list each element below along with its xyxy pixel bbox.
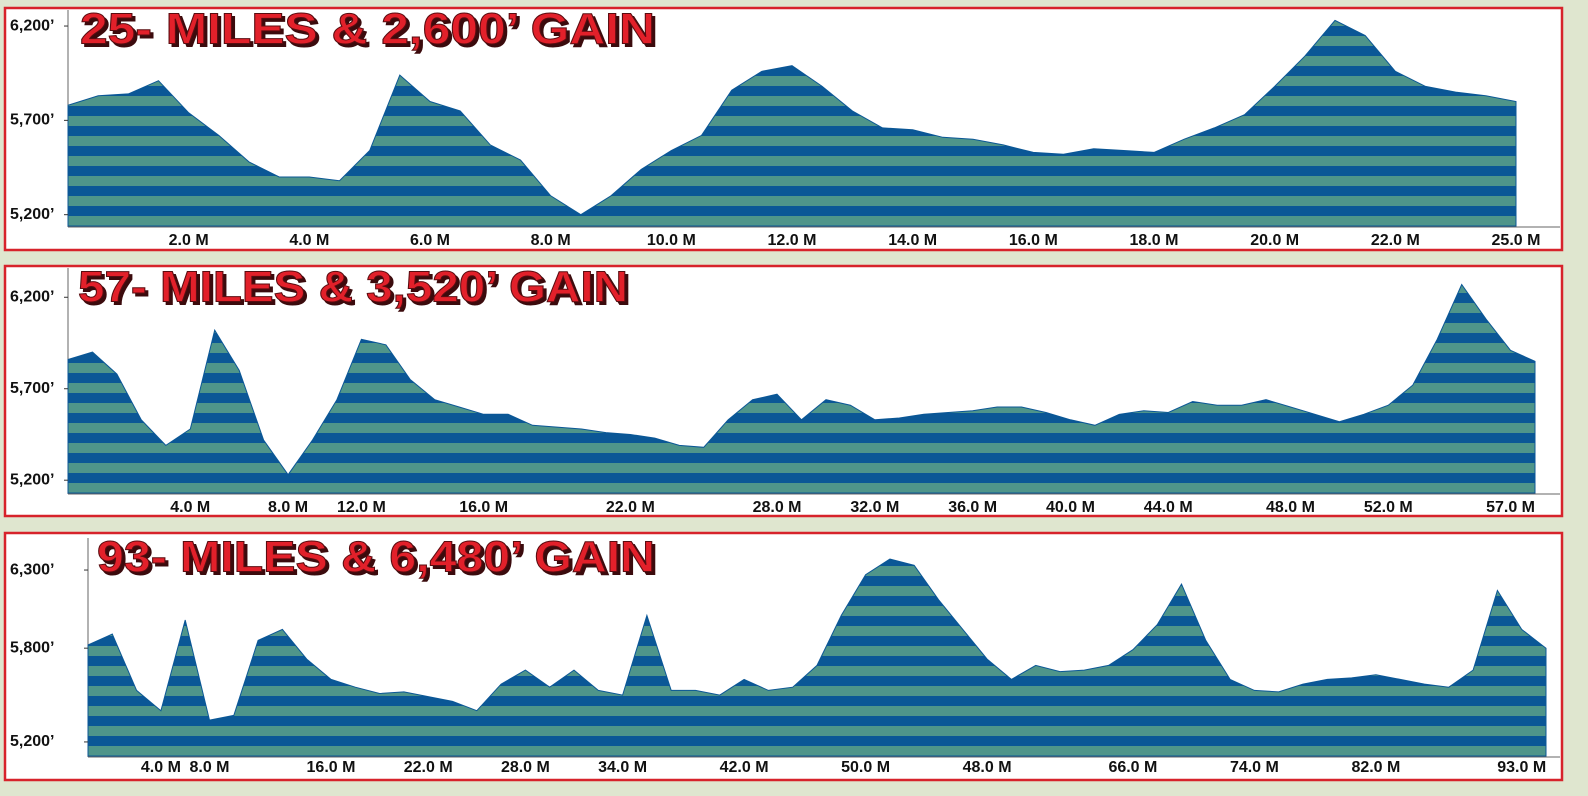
y-tick-label: 5,200’	[10, 206, 54, 223]
x-tick-label: 44.0 M	[1144, 499, 1193, 516]
x-tick-label: 82.0 M	[1351, 759, 1400, 776]
chart-title: 57- MILES & 3,520’ GAIN	[78, 263, 628, 312]
x-tick-label: 34.0 M	[598, 759, 647, 776]
x-tick-label: 42.0 M	[720, 759, 769, 776]
x-tick-label: 8.0 M	[268, 499, 308, 516]
x-tick-label: 16.0 M	[307, 759, 356, 776]
x-tick-label: 52.0 M	[1364, 499, 1413, 516]
x-tick-label: 57.0 M	[1486, 499, 1535, 516]
x-tick-label: 8.0 M	[531, 232, 571, 249]
x-tick-label: 48.0 M	[1266, 499, 1315, 516]
elevation-area	[67, 283, 1536, 494]
x-tick-label: 16.0 M	[459, 499, 508, 516]
x-tick-label: 2.0 M	[169, 232, 209, 249]
x-tick-label: 66.0 M	[1108, 759, 1157, 776]
x-tick-label: 28.0 M	[753, 499, 802, 516]
elevation-area	[87, 558, 1547, 757]
x-tick-label: 16.0 M	[1009, 232, 1058, 249]
x-tick-label: 12.0 M	[337, 499, 386, 516]
x-tick-label: 4.0 M	[141, 759, 181, 776]
x-tick-label: 6.0 M	[410, 232, 450, 249]
x-tick-label: 14.0 M	[888, 232, 937, 249]
y-tick-label: 5,200’	[10, 733, 54, 750]
x-tick-label: 22.0 M	[606, 499, 655, 516]
chart-title: 93- MILES & 6,480’ GAIN	[97, 533, 655, 582]
y-tick-label: 6,200’	[10, 17, 54, 34]
x-tick-label: 10.0 M	[647, 232, 696, 249]
x-tick-label: 20.0 M	[1250, 232, 1299, 249]
y-tick-label: 5,200’	[10, 471, 54, 488]
x-tick-label: 93.0 M	[1497, 759, 1546, 776]
x-tick-label: 12.0 M	[768, 232, 817, 249]
y-tick-label: 6,300’	[10, 561, 54, 578]
x-tick-label: 25.0 M	[1492, 232, 1541, 249]
x-tick-label: 18.0 M	[1130, 232, 1179, 249]
x-tick-label: 40.0 M	[1046, 499, 1095, 516]
x-tick-label: 4.0 M	[289, 232, 329, 249]
x-tick-label: 36.0 M	[948, 499, 997, 516]
x-tick-label: 4.0 M	[170, 499, 210, 516]
x-tick-label: 48.0 M	[963, 759, 1012, 776]
y-tick-label: 6,200’	[10, 288, 54, 305]
y-tick-label: 5,700’	[10, 380, 54, 397]
x-tick-label: 28.0 M	[501, 759, 550, 776]
elevation-area	[67, 19, 1517, 227]
x-tick-label: 8.0 M	[189, 759, 229, 776]
x-tick-label: 32.0 M	[850, 499, 899, 516]
x-tick-label: 50.0 M	[841, 759, 890, 776]
y-tick-label: 5,700’	[10, 112, 54, 129]
x-tick-label: 22.0 M	[404, 759, 453, 776]
chart-title: 25- MILES & 2,600’ GAIN	[80, 5, 655, 54]
y-tick-label: 5,800’	[10, 639, 54, 656]
x-tick-label: 22.0 M	[1371, 232, 1420, 249]
x-tick-label: 74.0 M	[1230, 759, 1279, 776]
